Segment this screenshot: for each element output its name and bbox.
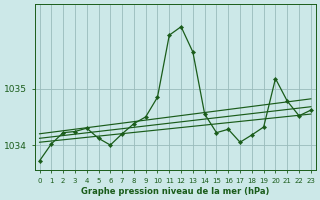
- X-axis label: Graphe pression niveau de la mer (hPa): Graphe pression niveau de la mer (hPa): [81, 187, 269, 196]
